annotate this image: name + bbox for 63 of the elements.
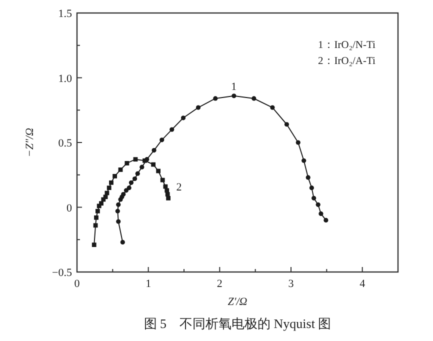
point — [156, 168, 161, 174]
point — [128, 180, 134, 185]
x-tick-label: 1 — [146, 278, 152, 290]
point — [118, 167, 123, 172]
point — [116, 202, 121, 207]
point — [318, 211, 324, 216]
point — [126, 186, 132, 190]
point — [116, 219, 121, 224]
x-axis-title: Z′/Ω — [228, 296, 248, 308]
y-tick-label: 1.0 — [58, 72, 72, 85]
annotation: 2 — [176, 182, 182, 194]
point — [284, 122, 290, 127]
point — [213, 96, 218, 101]
point — [135, 171, 140, 176]
point — [151, 162, 156, 167]
point — [120, 240, 125, 245]
point — [106, 186, 112, 190]
point — [180, 116, 186, 120]
text: 图 5 不同析氧电极的 Nyquist 图 — [144, 316, 332, 331]
point — [92, 242, 96, 248]
point — [196, 105, 201, 110]
point — [109, 180, 114, 185]
point — [312, 196, 316, 200]
y-tick-label: −0.5 — [52, 267, 72, 279]
point — [115, 208, 120, 214]
point — [132, 176, 138, 182]
point — [309, 186, 314, 190]
point — [296, 140, 300, 145]
point — [133, 157, 138, 162]
point — [124, 161, 130, 166]
point — [252, 96, 256, 101]
x-tick-label: 2 — [216, 278, 222, 290]
point — [94, 215, 98, 220]
x-tick-label: 3 — [288, 278, 294, 290]
point — [302, 158, 306, 163]
point — [152, 148, 156, 153]
point — [93, 223, 98, 228]
y-tick-label: 0.5 — [58, 138, 72, 150]
point — [324, 218, 328, 222]
point — [142, 158, 147, 163]
point — [232, 94, 236, 98]
point — [160, 138, 164, 142]
point — [316, 202, 320, 207]
point — [270, 105, 275, 110]
annotation: 1 — [231, 80, 237, 93]
y-axis-title: −Z″/Ω — [24, 128, 36, 158]
point — [99, 201, 104, 206]
point — [164, 188, 170, 193]
annotation: 2：IrO₂/A-Ti — [318, 56, 376, 67]
x-tick-label: 0 — [74, 278, 80, 290]
annotation: 1：IrO₂/N-Ti — [318, 40, 376, 51]
point — [121, 192, 126, 197]
point — [306, 175, 310, 180]
point — [140, 164, 144, 170]
point — [112, 174, 118, 178]
point — [124, 188, 129, 193]
y-tick-label: 1.5 — [58, 8, 72, 20]
y-tick-label: 0 — [66, 202, 72, 214]
point — [166, 196, 171, 200]
point — [95, 208, 100, 214]
point — [160, 178, 165, 182]
point — [170, 127, 174, 132]
x-tick-label: 4 — [360, 278, 366, 290]
